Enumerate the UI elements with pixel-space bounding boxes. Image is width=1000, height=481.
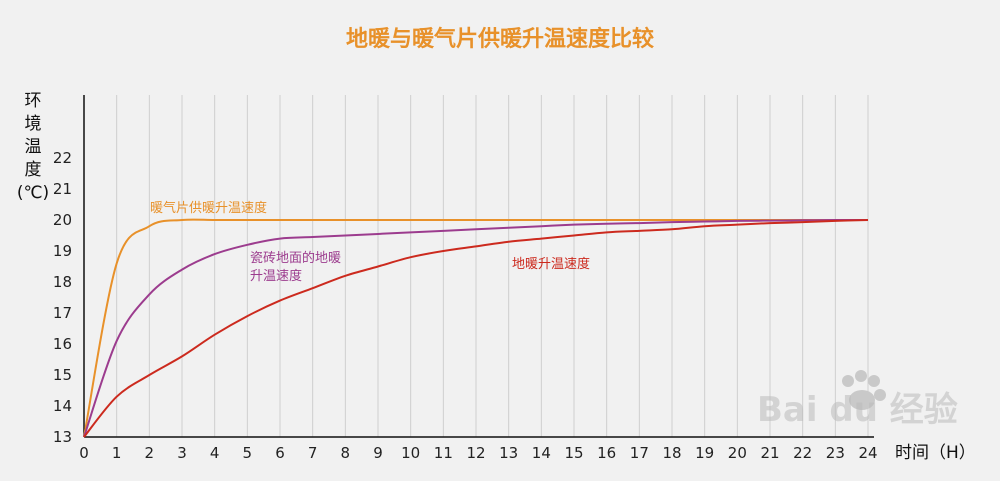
x-tick-12: 12 — [466, 444, 485, 462]
y-tick-18: 18 — [53, 273, 72, 291]
series-label-1-0: 瓷砖地面的地暖 — [250, 250, 341, 266]
x-tick-19: 19 — [695, 444, 714, 462]
x-tick-2: 2 — [145, 444, 155, 462]
y-label-char-4: (℃) — [17, 183, 49, 203]
chart-title: 地暖与暖气片供暖升温速度比较 — [346, 26, 654, 52]
series-lines — [83, 218, 869, 438]
x-tick-9: 9 — [373, 444, 383, 462]
x-tick-23: 23 — [826, 444, 845, 462]
x-tick-0: 0 — [79, 444, 89, 462]
y-tick-14: 14 — [53, 397, 72, 415]
y-tick-15: 15 — [53, 366, 72, 384]
x-tick-18: 18 — [662, 444, 681, 462]
x-tick-7: 7 — [308, 444, 318, 462]
y-label-char-1: 境 — [25, 114, 42, 134]
x-tick-13: 13 — [499, 444, 518, 462]
x-tick-5: 5 — [243, 444, 253, 462]
y-tick-16: 16 — [53, 335, 72, 353]
x-tick-22: 22 — [793, 444, 812, 462]
paw-icon — [842, 370, 886, 410]
x-tick-4: 4 — [210, 444, 220, 462]
x-tick-11: 11 — [434, 444, 453, 462]
x-tick-1: 1 — [112, 444, 122, 462]
x-tick-6: 6 — [275, 444, 285, 462]
series-line-2 — [83, 219, 869, 438]
x-tick-labels: 0 1 2 3 4 5 6 7 8 9 10 11 12 13 14 15 16 17 18 19 20 21 22 23 24 — [79, 444, 877, 462]
x-tick-10: 10 — [401, 444, 420, 462]
y-tick-21: 21 — [53, 180, 72, 198]
x-tick-24: 24 — [858, 444, 877, 462]
watermark-logo: Bai du 经验 — [757, 370, 958, 430]
y-tick-20: 20 — [53, 211, 72, 229]
series-label-2-0: 地暖升温速度 — [512, 256, 590, 272]
x-tick-15: 15 — [564, 444, 583, 462]
y-tick-labels: 13 14 15 16 17 18 19 20 21 22 — [53, 149, 72, 446]
x-tick-14: 14 — [532, 444, 551, 462]
y-tick-19: 19 — [53, 242, 72, 260]
x-tick-3: 3 — [177, 444, 187, 462]
y-tick-13: 13 — [53, 428, 72, 446]
y-label-char-0: 环 — [25, 91, 42, 111]
x-tick-17: 17 — [630, 444, 649, 462]
series-label-1-1: 升温速度 — [250, 268, 302, 284]
x-tick-16: 16 — [597, 444, 616, 462]
y-tick-17: 17 — [53, 304, 72, 322]
axes — [83, 95, 874, 438]
y-label-char-2: 温 — [25, 137, 42, 157]
x-axis-label: 时间（H） — [895, 443, 976, 463]
x-tick-21: 21 — [760, 444, 779, 462]
series-label-0-0: 暖气片供暖升温速度 — [150, 200, 267, 216]
y-tick-22: 22 — [53, 149, 72, 167]
x-tick-8: 8 — [341, 444, 351, 462]
watermark-text: Bai du 经验 — [757, 390, 958, 430]
x-tick-20: 20 — [728, 444, 747, 462]
series-line-1 — [83, 218, 869, 438]
gridlines — [116, 95, 869, 437]
y-label-char-3: 度 — [25, 160, 42, 180]
